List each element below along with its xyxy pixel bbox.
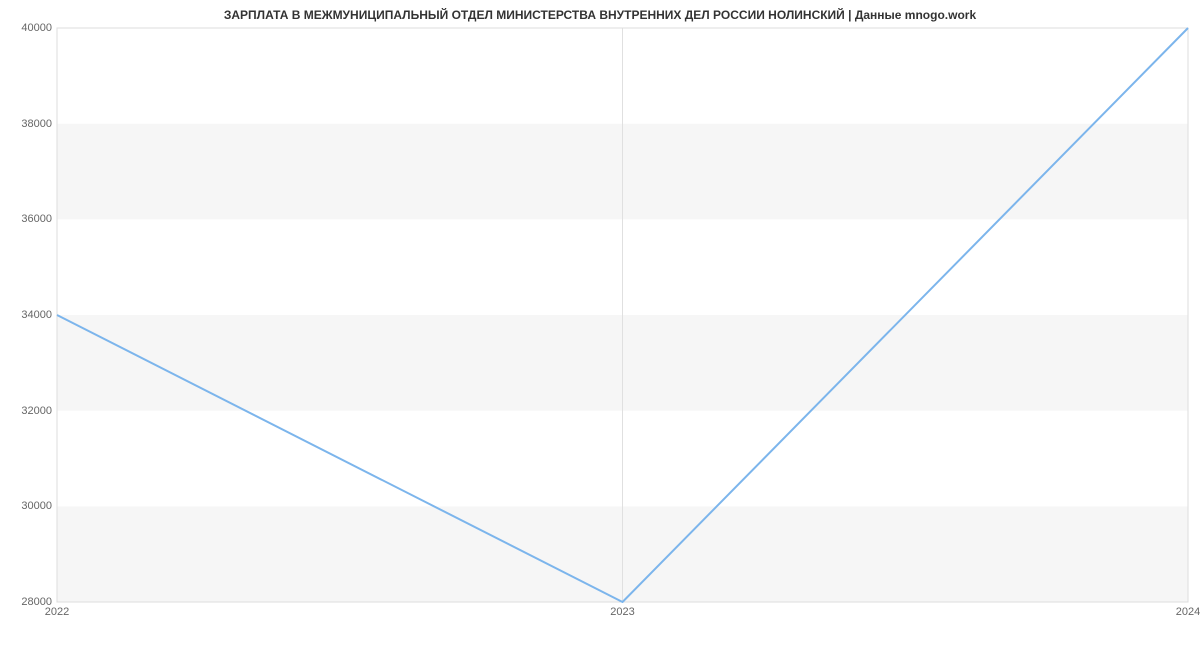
chart-plot-area xyxy=(57,28,1188,602)
y-tick-label: 34000 xyxy=(2,309,52,321)
y-tick-label: 38000 xyxy=(2,118,52,130)
y-tick-label: 40000 xyxy=(2,22,52,34)
y-tick-label: 36000 xyxy=(2,213,52,225)
chart-title: ЗАРПЛАТА В МЕЖМУНИЦИПАЛЬНЫЙ ОТДЕЛ МИНИСТ… xyxy=(0,0,1200,26)
chart-svg xyxy=(57,28,1188,602)
x-tick-label: 2024 xyxy=(1176,606,1200,618)
y-tick-label: 32000 xyxy=(2,405,52,417)
y-tick-label: 30000 xyxy=(2,500,52,512)
x-tick-label: 2022 xyxy=(45,606,69,618)
x-tick-label: 2023 xyxy=(610,606,634,618)
